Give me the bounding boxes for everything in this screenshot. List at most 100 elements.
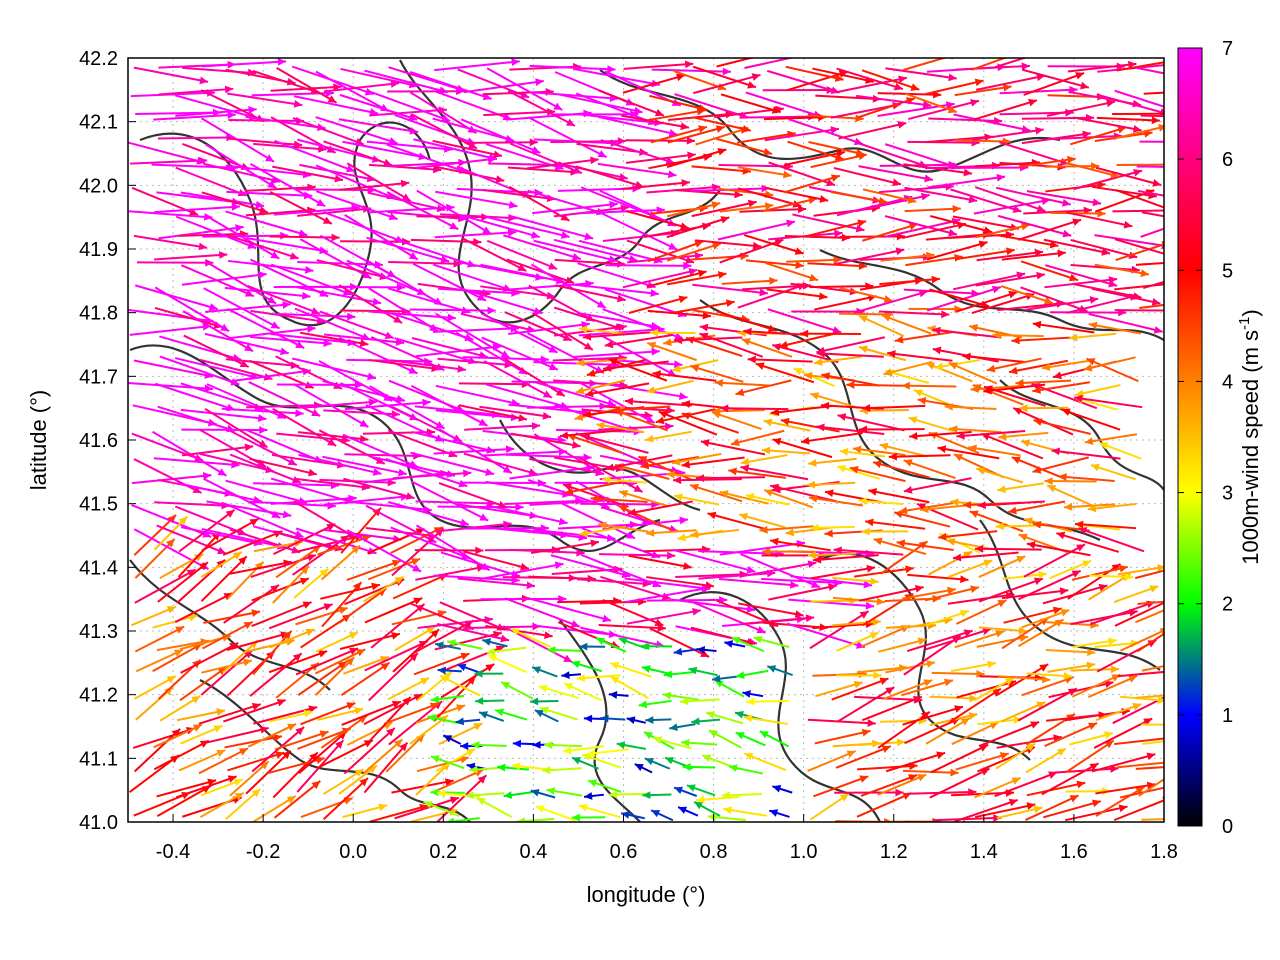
- wind-vector: [201, 191, 269, 214]
- wind-vector: [974, 544, 1042, 553]
- wind-vector: [578, 325, 625, 335]
- wind-vector: [865, 518, 926, 530]
- wind-vector: [695, 474, 766, 483]
- wind-vector: [322, 768, 364, 795]
- wind-vector: [836, 464, 880, 480]
- wind-vector: [834, 247, 905, 266]
- wind-vector: [436, 622, 510, 643]
- wind-vector: [1044, 264, 1118, 288]
- wind-vector: [200, 551, 243, 578]
- wind-vector: [533, 433, 604, 475]
- wind-vector: [442, 734, 462, 745]
- wind-vector: [1019, 404, 1069, 413]
- wind-vector: [885, 660, 936, 674]
- wind-vector: [1003, 606, 1062, 624]
- wind-vector: [369, 385, 445, 430]
- wind-vector: [133, 458, 202, 494]
- wind-vector: [692, 283, 769, 297]
- wind-vector: [463, 78, 544, 94]
- wind-vector: [788, 598, 875, 610]
- wind-vector: [485, 143, 564, 171]
- wind-vector: [539, 706, 578, 721]
- wind-vector: [581, 753, 622, 769]
- wind-vector: [156, 784, 212, 818]
- wind-vector: [831, 677, 889, 701]
- wind-vector: [716, 58, 755, 68]
- wind-vector: [995, 522, 1042, 531]
- wind-vector: [268, 650, 328, 674]
- wind-vector: [226, 631, 290, 651]
- wind-vector: [582, 331, 652, 341]
- wind-vector: [952, 271, 1026, 291]
- wind-vector: [526, 402, 608, 411]
- wind-vector: [341, 700, 402, 726]
- wind-vector: [1089, 572, 1134, 581]
- x-tick-label: 1.0: [790, 841, 818, 863]
- wind-vector: [1033, 418, 1091, 435]
- wind-vector: [808, 494, 864, 507]
- wind-vector: [948, 361, 998, 385]
- wind-vector: [669, 723, 696, 732]
- contour-line: [139, 121, 432, 327]
- wind-vector: [883, 679, 933, 700]
- wind-vector: [1025, 296, 1099, 311]
- wind-vector: [608, 790, 649, 799]
- wind-vector: [598, 422, 674, 431]
- wind-vector: [500, 681, 534, 700]
- wind-vector: [768, 809, 790, 818]
- wind-vector: [1022, 68, 1090, 90]
- wind-vector: [602, 598, 664, 627]
- wind-vector: [953, 113, 1031, 133]
- wind-vector: [858, 497, 903, 506]
- wind-vector: [714, 379, 770, 387]
- wind-vector: [297, 398, 378, 409]
- wind-vector: [181, 271, 267, 286]
- wind-vector: [707, 511, 767, 531]
- wind-vector: [769, 537, 831, 552]
- wind-vector: [440, 663, 495, 699]
- wind-vector: [862, 404, 926, 412]
- wind-vector: [705, 711, 744, 725]
- wind-vector: [1018, 155, 1076, 168]
- wind-vector: [368, 90, 451, 122]
- wind-vector: [480, 594, 567, 603]
- wind-vector: [447, 639, 483, 650]
- colorbar-tick-label: 0: [1222, 816, 1233, 838]
- wind-vector: [315, 190, 398, 221]
- wind-vector: [1069, 731, 1114, 746]
- wind-vector: [423, 800, 460, 817]
- contour-line: [679, 591, 881, 822]
- wind-vector: [1141, 818, 1164, 821]
- wind-vector: [807, 262, 868, 270]
- wind-vector: [587, 779, 622, 793]
- wind-vector: [476, 796, 513, 818]
- wind-vector: [711, 674, 739, 683]
- wind-vector: [227, 259, 314, 274]
- wind-vector: [681, 738, 718, 747]
- wind-vector: [226, 92, 303, 108]
- wind-vector: [346, 559, 402, 581]
- wind-vector: [559, 428, 626, 440]
- wind-vector: [200, 649, 254, 696]
- wind-vector: [888, 452, 951, 461]
- wind-vector: [604, 333, 673, 349]
- wind-vector: [1139, 303, 1164, 310]
- y-tick-label: 41.0: [79, 812, 118, 834]
- wind-vector: [1025, 794, 1079, 821]
- wind-vector: [721, 791, 762, 800]
- wind-vector: [152, 613, 198, 629]
- wind-vector: [510, 627, 552, 648]
- wind-vector: [764, 126, 840, 142]
- wind-vector: [204, 332, 289, 356]
- wind-vector: [812, 554, 879, 564]
- wind-vector: [338, 118, 419, 135]
- wind-vector: [858, 314, 904, 337]
- wind-vector: [532, 312, 594, 351]
- wind-vector: [226, 190, 313, 200]
- wind-vector: [435, 748, 476, 773]
- wind-vector: [133, 528, 209, 571]
- wind-vector: [666, 201, 721, 218]
- wind-vector: [134, 538, 176, 579]
- wind-vector: [438, 482, 508, 509]
- wind-vector: [1002, 570, 1047, 580]
